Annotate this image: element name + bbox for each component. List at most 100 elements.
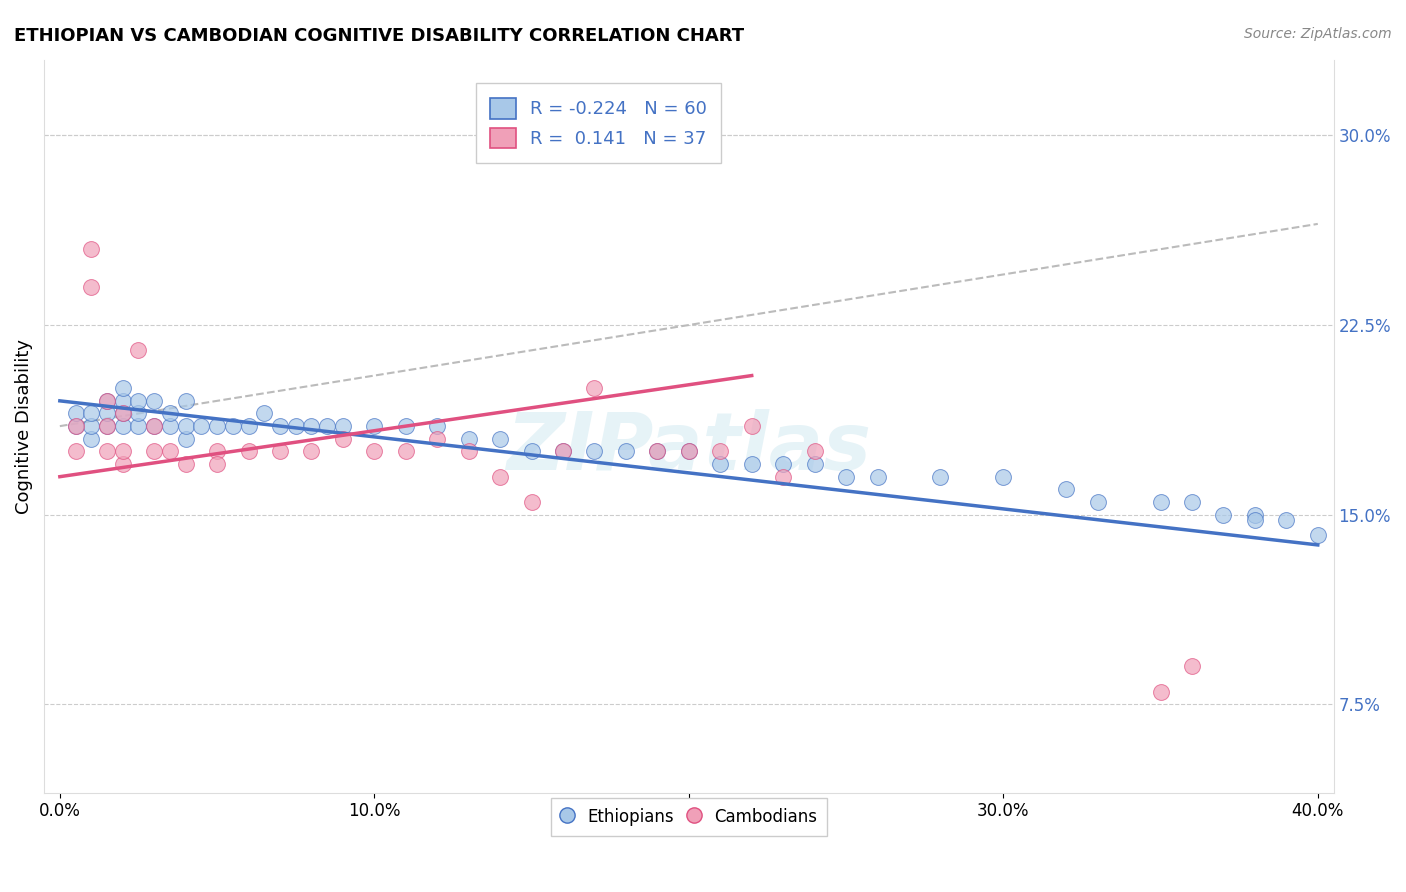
Point: [772, 457, 794, 471]
Point: [551, 444, 574, 458]
Point: [174, 457, 197, 471]
Point: [741, 457, 763, 471]
Point: [80, 242, 103, 256]
Point: [457, 444, 479, 458]
Point: [457, 432, 479, 446]
Point: [709, 444, 731, 458]
Point: [111, 419, 134, 434]
Point: [284, 419, 307, 434]
Point: [65, 444, 87, 458]
Point: [583, 444, 606, 458]
Point: [395, 419, 418, 434]
Point: [741, 419, 763, 434]
Point: [426, 419, 449, 434]
Point: [269, 419, 291, 434]
Point: [96, 419, 118, 434]
Point: [111, 407, 134, 421]
Point: [678, 444, 700, 458]
Point: [238, 419, 260, 434]
Point: [1306, 528, 1329, 542]
Y-axis label: Cognitive Disability: Cognitive Disability: [15, 339, 32, 514]
Point: [190, 419, 212, 434]
Point: [65, 407, 87, 421]
Text: ZIPatlas: ZIPatlas: [506, 409, 872, 487]
Point: [1149, 495, 1171, 509]
Point: [614, 444, 637, 458]
Point: [489, 432, 512, 446]
Point: [1054, 483, 1077, 497]
Point: [65, 419, 87, 434]
Point: [993, 469, 1015, 483]
Point: [395, 444, 418, 458]
Point: [1244, 508, 1267, 522]
Point: [866, 469, 889, 483]
Point: [174, 393, 197, 408]
Point: [80, 280, 103, 294]
Point: [678, 444, 700, 458]
Point: [80, 407, 103, 421]
Point: [143, 444, 166, 458]
Point: [143, 393, 166, 408]
Legend: Ethiopians, Cambodians: Ethiopians, Cambodians: [551, 797, 827, 836]
Point: [299, 419, 322, 434]
Point: [647, 444, 669, 458]
Point: [205, 444, 228, 458]
Point: [363, 419, 385, 434]
Point: [489, 469, 512, 483]
Point: [269, 444, 291, 458]
Point: [143, 419, 166, 434]
Point: [127, 343, 149, 358]
Point: [520, 444, 543, 458]
Point: [111, 381, 134, 395]
Point: [65, 419, 87, 434]
Point: [363, 444, 385, 458]
Point: [1149, 684, 1171, 698]
Point: [222, 419, 245, 434]
Point: [520, 495, 543, 509]
Point: [111, 407, 134, 421]
Point: [551, 444, 574, 458]
Point: [159, 419, 181, 434]
Point: [127, 393, 149, 408]
Point: [1181, 495, 1204, 509]
Point: [111, 444, 134, 458]
Point: [316, 419, 339, 434]
Point: [205, 419, 228, 434]
Point: [1087, 495, 1109, 509]
Point: [80, 419, 103, 434]
Point: [1275, 513, 1298, 527]
Point: [174, 432, 197, 446]
Point: [159, 407, 181, 421]
Point: [253, 407, 276, 421]
Point: [929, 469, 952, 483]
Point: [709, 457, 731, 471]
Point: [772, 469, 794, 483]
Point: [96, 444, 118, 458]
Point: [127, 419, 149, 434]
Point: [96, 407, 118, 421]
Point: [127, 407, 149, 421]
Point: [80, 432, 103, 446]
Point: [1181, 659, 1204, 673]
Point: [835, 469, 858, 483]
Point: [96, 419, 118, 434]
Point: [96, 393, 118, 408]
Point: [174, 419, 197, 434]
Point: [332, 419, 354, 434]
Point: [647, 444, 669, 458]
Text: ETHIOPIAN VS CAMBODIAN COGNITIVE DISABILITY CORRELATION CHART: ETHIOPIAN VS CAMBODIAN COGNITIVE DISABIL…: [14, 27, 744, 45]
Point: [1212, 508, 1234, 522]
Point: [1244, 513, 1267, 527]
Point: [96, 393, 118, 408]
Point: [299, 444, 322, 458]
Point: [111, 457, 134, 471]
Point: [803, 444, 825, 458]
Point: [426, 432, 449, 446]
Text: Source: ZipAtlas.com: Source: ZipAtlas.com: [1244, 27, 1392, 41]
Point: [205, 457, 228, 471]
Point: [238, 444, 260, 458]
Point: [159, 444, 181, 458]
Point: [583, 381, 606, 395]
Point: [332, 432, 354, 446]
Point: [803, 457, 825, 471]
